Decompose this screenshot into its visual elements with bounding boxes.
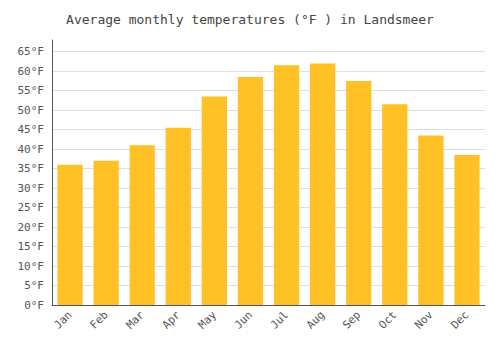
svg-text:May: May: [196, 308, 219, 331]
svg-text:Nov: Nov: [412, 308, 435, 331]
svg-text:Sep: Sep: [340, 308, 363, 331]
svg-text:45°F: 45°F: [18, 123, 45, 136]
svg-text:15°F: 15°F: [18, 240, 45, 253]
svg-text:Mar: Mar: [124, 308, 147, 331]
svg-text:35°F: 35°F: [18, 162, 45, 175]
svg-text:40°F: 40°F: [18, 143, 45, 156]
svg-text:Apr: Apr: [160, 308, 183, 331]
svg-text:10°F: 10°F: [18, 260, 45, 273]
svg-text:55°F: 55°F: [18, 84, 45, 97]
svg-text:50°F: 50°F: [18, 104, 45, 117]
svg-text:5°F: 5°F: [24, 279, 44, 292]
svg-text:Average monthly temperatures (: Average monthly temperatures (°F ) in La…: [66, 12, 434, 27]
svg-text:Jun: Jun: [232, 308, 255, 331]
svg-text:65°F: 65°F: [18, 45, 45, 58]
svg-text:Aug: Aug: [304, 308, 327, 331]
svg-text:20°F: 20°F: [18, 221, 45, 234]
svg-text:25°F: 25°F: [18, 201, 45, 214]
svg-text:30°F: 30°F: [18, 182, 45, 195]
svg-text:Feb: Feb: [87, 308, 110, 331]
svg-text:Jul: Jul: [268, 308, 291, 331]
svg-text:Dec: Dec: [448, 308, 471, 331]
svg-text:0°F: 0°F: [24, 299, 44, 312]
svg-text:Jan: Jan: [51, 308, 74, 331]
svg-text:60°F: 60°F: [18, 65, 45, 78]
svg-text:Oct: Oct: [376, 308, 399, 331]
